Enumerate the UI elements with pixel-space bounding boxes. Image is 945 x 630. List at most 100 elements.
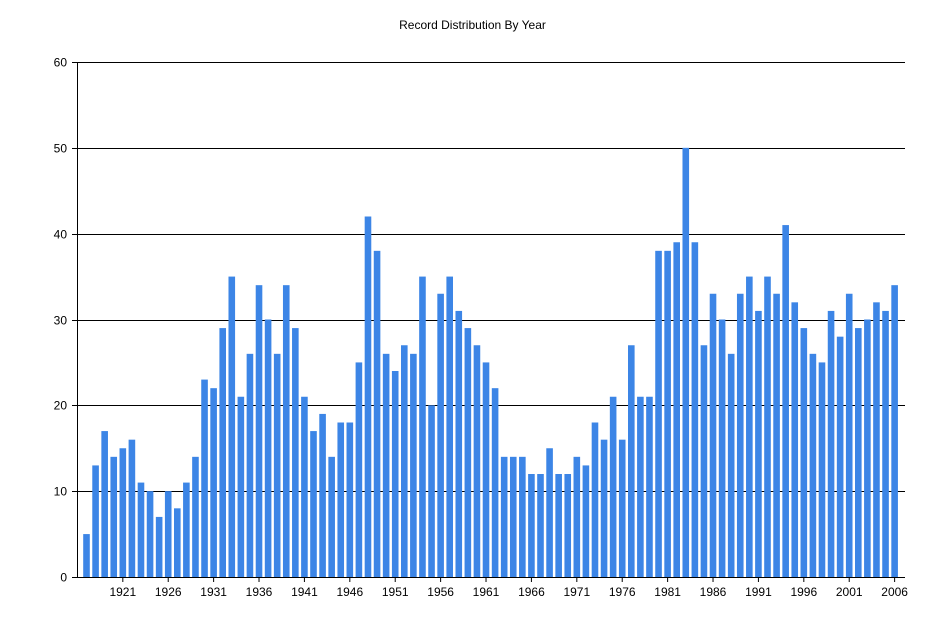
bar-1973 xyxy=(591,422,599,577)
y-tick-label: 50 xyxy=(54,142,68,156)
bar-1925 xyxy=(155,516,163,577)
x-tick-label: 1961 xyxy=(473,585,500,599)
bar-1930 xyxy=(201,379,208,577)
y-tick-labels: 0 10 20 30 40 50 60 xyxy=(54,56,68,585)
bar-1964 xyxy=(509,456,517,577)
bar-1972 xyxy=(582,465,590,577)
bar-1983 xyxy=(682,147,690,577)
x-tick-label: 1921 xyxy=(109,585,136,599)
bar-1942 xyxy=(310,431,317,577)
x-tick-label: 2006 xyxy=(881,585,908,599)
bar-1922 xyxy=(128,439,136,577)
bar-1918 xyxy=(92,465,99,577)
x-tick-label: 1971 xyxy=(563,585,590,599)
bar-1945 xyxy=(337,422,345,577)
y-tick-label: 20 xyxy=(54,399,68,413)
bar-1997 xyxy=(809,353,817,577)
bar-1999 xyxy=(827,310,835,577)
x-tick-label: 1986 xyxy=(700,585,727,599)
x-tick-label: 1941 xyxy=(291,585,318,599)
x-tick-label: 1936 xyxy=(246,585,273,599)
x-tick-label: 2001 xyxy=(836,585,863,599)
bars xyxy=(83,147,898,577)
bar-1994 xyxy=(782,225,789,577)
bar-1956 xyxy=(437,293,444,577)
bar-1986 xyxy=(709,293,717,577)
bar-1960 xyxy=(473,345,481,577)
x-tick-label: 1956 xyxy=(427,585,454,599)
bar-1935 xyxy=(246,353,254,577)
y-tick-label: 30 xyxy=(54,314,68,328)
bar-1928 xyxy=(183,482,190,577)
bar-1982 xyxy=(673,242,680,577)
bar-1934 xyxy=(237,396,245,577)
bar-1957 xyxy=(446,276,453,577)
bar-1923 xyxy=(137,482,145,577)
x-tick-label: 1951 xyxy=(382,585,409,599)
bar-1990 xyxy=(746,276,753,577)
bar-1919 xyxy=(101,431,108,577)
bar-1940 xyxy=(292,328,299,577)
chart-title: Record Distribution By Year xyxy=(399,18,546,32)
bar-1932 xyxy=(219,328,226,577)
bar-1968 xyxy=(546,448,553,577)
bar-1998 xyxy=(818,362,826,577)
bar-1996 xyxy=(800,328,808,577)
bar-1936 xyxy=(255,285,263,577)
bar-1920 xyxy=(110,456,118,577)
bar-1965 xyxy=(519,456,526,577)
bar-1958 xyxy=(455,310,463,577)
bar-1927 xyxy=(174,508,181,577)
bar-1984 xyxy=(691,242,699,577)
bar-1939 xyxy=(282,285,290,577)
bar-1926 xyxy=(164,491,172,577)
bar-1946 xyxy=(346,422,354,577)
bar-1974 xyxy=(600,439,608,577)
bar-1959 xyxy=(464,328,472,577)
bar-1951 xyxy=(391,371,399,577)
x-tick-label: 1926 xyxy=(155,585,182,599)
x-tick-label: 1946 xyxy=(336,585,363,599)
bar-1941 xyxy=(301,396,308,577)
bar-1950 xyxy=(382,353,390,577)
bar-1963 xyxy=(500,456,508,577)
bar-1970 xyxy=(564,474,572,577)
bar-1931 xyxy=(210,388,217,577)
bar-1944 xyxy=(328,456,335,577)
bar-2003 xyxy=(864,319,871,577)
bar-2006 xyxy=(891,285,898,577)
bar-1966 xyxy=(528,474,535,577)
x-tick-label: 1981 xyxy=(654,585,681,599)
bar-2001 xyxy=(845,293,853,577)
bar-1962 xyxy=(491,388,499,577)
bar-1975 xyxy=(609,396,617,577)
bar-1954 xyxy=(419,276,426,577)
bar-1979 xyxy=(646,396,653,577)
bar-1989 xyxy=(736,293,744,577)
bar-1991 xyxy=(755,310,762,577)
y-tick-label: 10 xyxy=(54,485,68,499)
bar-1947 xyxy=(355,362,363,577)
bar-1953 xyxy=(410,353,417,577)
bar-1917 xyxy=(83,534,90,577)
x-tick-labels: 1921 1926 1931 1936 1941 1946 1951 1956 1961 1966… xyxy=(109,577,908,599)
bar-2004 xyxy=(873,302,880,577)
bar-1995 xyxy=(791,302,799,577)
bar-1948 xyxy=(364,216,372,577)
x-tick-label: 1996 xyxy=(790,585,817,599)
bar-1977 xyxy=(628,345,635,577)
bar-1985 xyxy=(700,345,708,577)
bar-1933 xyxy=(228,276,236,577)
bar-1969 xyxy=(555,474,562,577)
bar-1937 xyxy=(264,319,272,577)
y-tick-label: 40 xyxy=(54,228,68,242)
bar-1943 xyxy=(319,413,326,577)
bar-1949 xyxy=(373,250,381,577)
bar-1971 xyxy=(573,456,581,577)
bar-1993 xyxy=(773,293,780,577)
bar-1921 xyxy=(119,448,127,577)
bar-1955 xyxy=(428,405,435,577)
bar-1992 xyxy=(764,276,771,577)
x-tick-label: 1991 xyxy=(745,585,772,599)
